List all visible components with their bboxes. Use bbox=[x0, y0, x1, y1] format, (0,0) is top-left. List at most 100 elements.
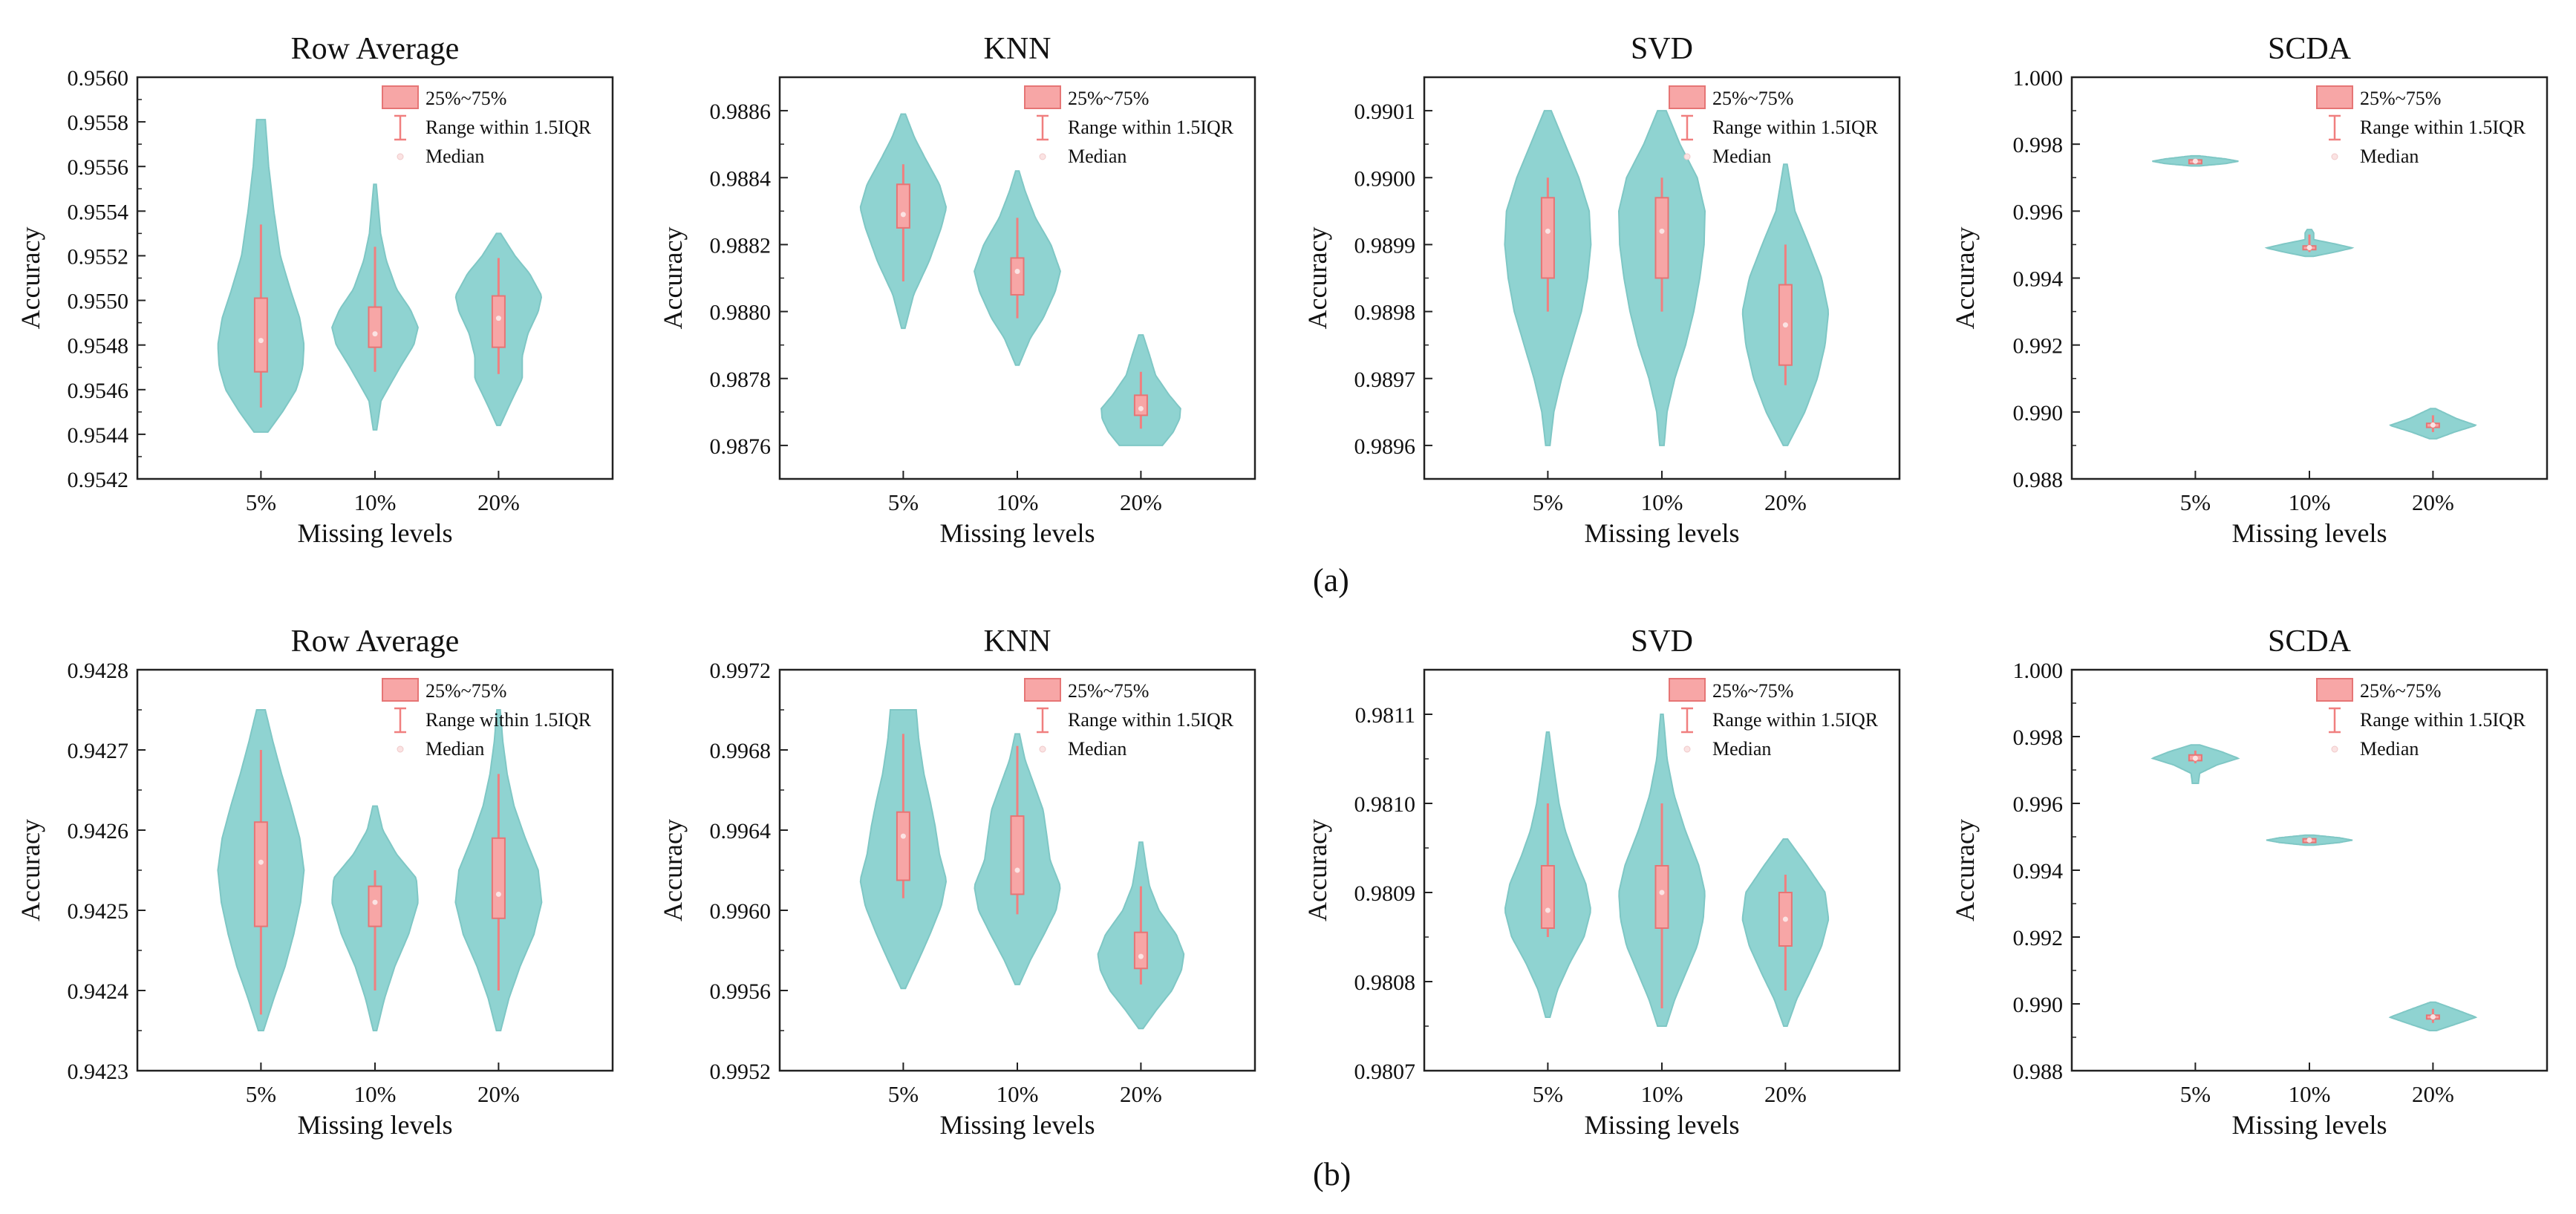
y-tick-label: 0.9556 bbox=[68, 155, 129, 180]
x-tick-label: 10% bbox=[1641, 1081, 1683, 1107]
y-tick-label: 0.9808 bbox=[1354, 970, 1416, 995]
x-axis-label: Missing levels bbox=[297, 518, 452, 548]
legend-median-swatch bbox=[397, 745, 404, 753]
y-axis-label: Accuracy bbox=[16, 819, 45, 921]
violin-group bbox=[1741, 163, 1830, 446]
violin-group bbox=[859, 113, 948, 330]
x-tick-label: 5% bbox=[888, 489, 919, 515]
violin-group bbox=[1100, 334, 1181, 446]
iqr-box bbox=[1654, 865, 1669, 929]
y-tick-label: 0.9552 bbox=[68, 244, 129, 269]
chart-title: Row Average bbox=[291, 32, 460, 66]
violin-group bbox=[217, 709, 305, 1031]
y-tick-label: 0.9558 bbox=[68, 111, 129, 135]
median-marker bbox=[2430, 422, 2436, 428]
x-tick-label: 5% bbox=[1533, 489, 1563, 515]
y-tick-label: 0.9898 bbox=[1354, 301, 1416, 325]
legend: 25%~75% Range within 1.5IQR Median bbox=[1669, 85, 1879, 167]
y-tick-label: 0.9901 bbox=[1354, 99, 1416, 124]
legend-box-label: 25%~75% bbox=[2360, 88, 2441, 109]
x-tick-label: 5% bbox=[1533, 1081, 1563, 1107]
y-tick-label: 0.9811 bbox=[1355, 703, 1415, 728]
y-axis-label: Accuracy bbox=[658, 227, 688, 330]
violin-group bbox=[2388, 1001, 2478, 1031]
violin-group bbox=[2266, 834, 2353, 846]
legend-median-swatch bbox=[1683, 153, 1691, 160]
chart-title: KNN bbox=[984, 32, 1051, 66]
y-tick-label: 0.998 bbox=[2013, 133, 2064, 157]
iqr-box bbox=[896, 183, 910, 229]
x-tick-label: 20% bbox=[1120, 1081, 1162, 1107]
median-marker bbox=[495, 891, 501, 897]
legend-median-swatch bbox=[1039, 745, 1046, 753]
x-tick-label: 20% bbox=[1120, 489, 1162, 515]
y-tick-label: 0.9423 bbox=[68, 1060, 129, 1084]
legend-box-swatch bbox=[1024, 678, 1061, 702]
legend-box-label: 25%~75% bbox=[1068, 680, 1149, 702]
x-tick-label: 10% bbox=[2289, 1081, 2331, 1107]
y-axis-label: Accuracy bbox=[658, 819, 688, 921]
y-tick-label: 0.990 bbox=[2013, 993, 2064, 1017]
iqr-box bbox=[368, 306, 382, 348]
y-tick-label: 0.9542 bbox=[68, 468, 129, 492]
iqr-box bbox=[1010, 815, 1025, 895]
median-marker bbox=[1659, 228, 1665, 234]
x-tick-label: 10% bbox=[997, 1081, 1039, 1107]
median-marker bbox=[372, 331, 378, 337]
legend: 25%~75% Range within 1.5IQR Median bbox=[1669, 678, 1879, 760]
row-label-a: (a) bbox=[1313, 562, 1349, 598]
violin-group bbox=[1504, 731, 1591, 1018]
median-marker bbox=[1545, 907, 1551, 913]
y-tick-label: 0.996 bbox=[2013, 200, 2064, 224]
chart-b-row-average: 0.9423 0.9424 0.9425 0.9426 0.9427 0.9428 5% 10… bbox=[16, 624, 614, 1140]
y-tick-label: 0.9426 bbox=[68, 819, 129, 843]
y-tick-label: 0.9968 bbox=[710, 739, 772, 763]
median-marker bbox=[258, 859, 264, 865]
violin-group bbox=[454, 709, 543, 1031]
x-tick-label: 10% bbox=[997, 489, 1039, 515]
y-axis-label: Accuracy bbox=[1302, 227, 1332, 330]
y-tick-label: 0.9964 bbox=[710, 819, 772, 843]
y-tick-label: 0.9878 bbox=[710, 368, 772, 392]
legend-median-swatch bbox=[397, 153, 404, 160]
legend-range-label: Range within 1.5IQR bbox=[1712, 117, 1879, 138]
y-tick-label: 0.9880 bbox=[710, 301, 772, 325]
median-marker bbox=[900, 212, 906, 218]
y-tick-label: 0.992 bbox=[2013, 334, 2064, 359]
y-tick-label: 0.996 bbox=[2013, 792, 2064, 817]
median-marker bbox=[2192, 755, 2198, 761]
x-tick-label: 10% bbox=[2289, 489, 2331, 515]
median-marker bbox=[1014, 867, 1020, 873]
x-tick-label: 20% bbox=[2412, 1081, 2454, 1107]
legend-median-label: Median bbox=[1712, 738, 1771, 760]
y-tick-label: 0.9956 bbox=[710, 979, 772, 1004]
legend-median-swatch bbox=[2331, 745, 2338, 753]
x-tick-label: 20% bbox=[477, 489, 520, 515]
violin-group bbox=[2389, 408, 2477, 440]
median-marker bbox=[495, 316, 501, 322]
median-marker bbox=[1545, 228, 1551, 234]
y-tick-label: 0.9544 bbox=[68, 423, 129, 448]
x-axis-label: Missing levels bbox=[939, 1110, 1095, 1140]
chart-b-knn: 0.9952 0.9956 0.9960 0.9964 0.9968 0.9972 5% 10… bbox=[658, 624, 1256, 1140]
legend-range-label: Range within 1.5IQR bbox=[2360, 117, 2526, 138]
y-tick-label: 0.9425 bbox=[68, 899, 129, 924]
iqr-box bbox=[253, 821, 268, 927]
violin-group bbox=[974, 733, 1061, 985]
x-tick-label: 10% bbox=[1641, 489, 1683, 515]
median-marker bbox=[1659, 890, 1665, 895]
x-tick-label: 20% bbox=[477, 1081, 520, 1107]
y-tick-label: 0.9810 bbox=[1354, 792, 1416, 817]
legend-median-label: Median bbox=[1068, 146, 1126, 167]
y-axis-label: Accuracy bbox=[16, 227, 45, 330]
iqr-box bbox=[1010, 257, 1025, 296]
y-tick-label: 0.9428 bbox=[68, 659, 129, 683]
chart-b-scda: 0.988 0.990 0.992 0.994 0.996 0.998 1.000 5% 10%… bbox=[1950, 624, 2549, 1140]
y-tick-label: 0.998 bbox=[2013, 725, 2064, 750]
median-marker bbox=[1782, 322, 1788, 328]
y-tick-label: 0.9424 bbox=[68, 979, 129, 1004]
legend: 25%~75% Range within 1.5IQR Median bbox=[1024, 85, 1234, 167]
iqr-box bbox=[491, 295, 506, 348]
y-tick-label: 1.000 bbox=[2013, 659, 2064, 683]
